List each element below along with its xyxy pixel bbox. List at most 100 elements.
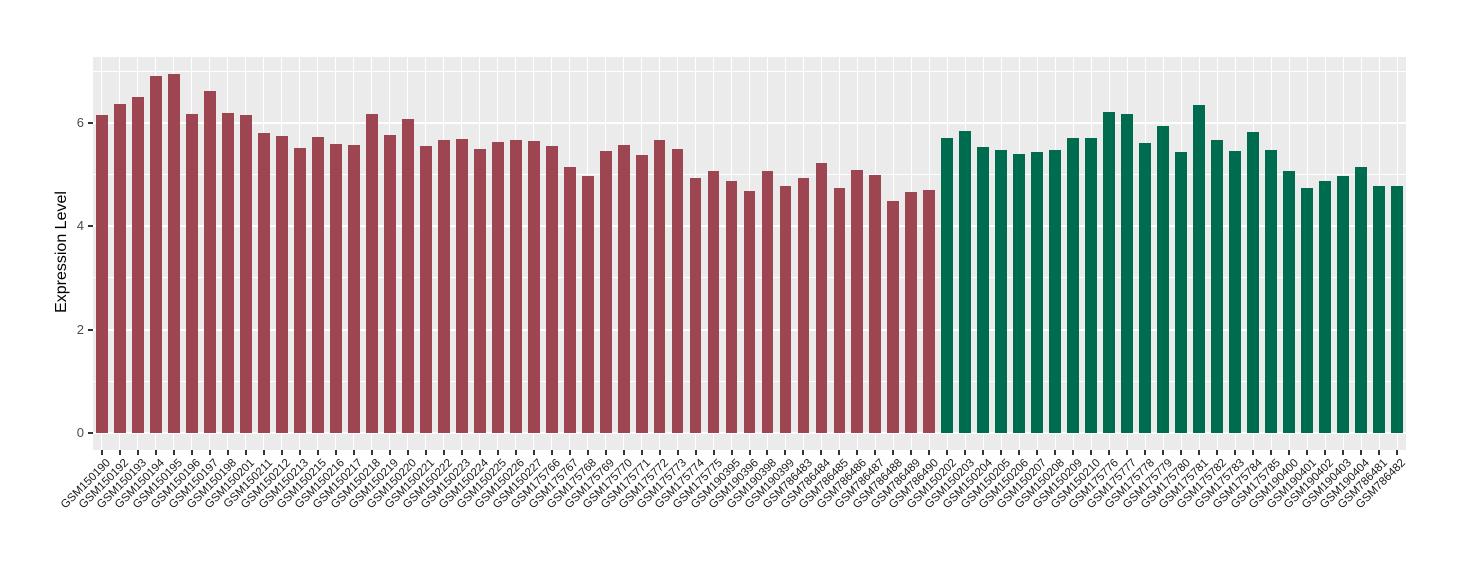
x-axis-tick [1126, 450, 1129, 455]
x-axis-tick [892, 450, 895, 455]
bar [977, 147, 990, 433]
bar [437, 139, 450, 433]
bar [401, 118, 414, 433]
bar [347, 144, 360, 433]
x-axis-tick [640, 450, 643, 455]
bar [1355, 167, 1367, 433]
x-axis-tick [1396, 450, 1398, 455]
x-axis-tick [910, 450, 913, 455]
x-axis-tick [1180, 450, 1183, 455]
bar [473, 148, 486, 433]
bar [617, 145, 630, 433]
x-axis-tick [424, 450, 427, 455]
bar [1247, 132, 1260, 433]
bar [257, 133, 270, 433]
bar [905, 192, 918, 433]
x-axis-tick [820, 450, 823, 455]
x-axis-tick [190, 450, 193, 455]
bar [1301, 188, 1313, 433]
x-axis-tick [100, 450, 103, 455]
bar [1031, 152, 1044, 433]
bar [959, 131, 972, 433]
bar [635, 155, 648, 433]
y-axis-tick-label: 6 [76, 114, 84, 130]
x-axis-tick [460, 450, 463, 455]
major-gridline [93, 432, 1406, 434]
bar [869, 174, 882, 433]
bar [1265, 150, 1278, 433]
x-axis-tick [226, 450, 229, 455]
x-axis-tick [874, 450, 877, 455]
bar [707, 170, 720, 433]
x-axis-tick [784, 450, 787, 455]
bar [383, 135, 396, 433]
bar [797, 178, 810, 433]
bar [96, 114, 108, 433]
x-axis-tick [1360, 450, 1363, 455]
bar [761, 171, 774, 433]
bar [1337, 176, 1349, 433]
x-axis-tick [1288, 450, 1291, 455]
bar [923, 189, 936, 433]
x-axis-tick [1162, 450, 1165, 455]
bar [851, 170, 864, 433]
bar [1391, 186, 1403, 433]
x-axis-tick [1342, 450, 1345, 455]
x-axis-tick [1378, 450, 1381, 455]
x-axis-tick [928, 450, 931, 455]
x-axis-tick [568, 450, 571, 455]
bar [509, 140, 522, 433]
y-axis-title: Expression Level [53, 191, 70, 313]
x-axis-tick [406, 450, 409, 455]
x-axis-tick [280, 450, 283, 455]
x-axis-tick [208, 450, 211, 455]
x-axis-tick [1072, 450, 1075, 455]
x-axis-tick [172, 450, 175, 455]
x-axis-tick [748, 450, 751, 455]
bar [419, 146, 432, 433]
x-axis-tick [532, 450, 535, 455]
bar [815, 163, 828, 433]
bar [779, 185, 792, 433]
bar [1229, 150, 1242, 433]
x-axis-tick [676, 450, 679, 455]
bar [455, 139, 468, 433]
x-axis-tick [1306, 450, 1309, 455]
x-axis-tick [1324, 450, 1327, 455]
x-axis-tick [1252, 450, 1255, 455]
bar [293, 148, 306, 433]
bar [275, 136, 288, 433]
bar [168, 74, 180, 433]
x-axis-tick [946, 450, 949, 455]
bar [887, 200, 900, 433]
bar [995, 150, 1008, 433]
bar [581, 176, 594, 433]
x-axis-tick [388, 450, 391, 455]
bar [1319, 181, 1331, 433]
bar [563, 167, 576, 433]
x-axis-tick [712, 450, 715, 455]
x-axis-tick [604, 450, 607, 455]
x-axis-tick [982, 450, 985, 455]
y-axis-tick [88, 225, 93, 228]
x-axis-tick [496, 450, 499, 455]
x-axis-tick [316, 450, 319, 455]
x-axis-tick [730, 450, 733, 455]
bar [1193, 105, 1206, 433]
x-axis-tick [1000, 450, 1003, 455]
x-axis-tick [1198, 450, 1201, 455]
y-axis-tick-label: 0 [76, 425, 84, 440]
x-axis-tick [262, 450, 265, 455]
bar [114, 104, 126, 433]
x-axis-tick [334, 450, 337, 455]
bar [671, 149, 684, 433]
y-axis-tick-label: 4 [76, 218, 84, 234]
bar [941, 138, 954, 433]
bar [1013, 153, 1026, 433]
bar [653, 139, 666, 433]
x-axis-tick [838, 450, 841, 455]
x-axis-tick [1018, 450, 1021, 455]
x-axis-tick [658, 450, 661, 455]
bar [527, 140, 540, 433]
